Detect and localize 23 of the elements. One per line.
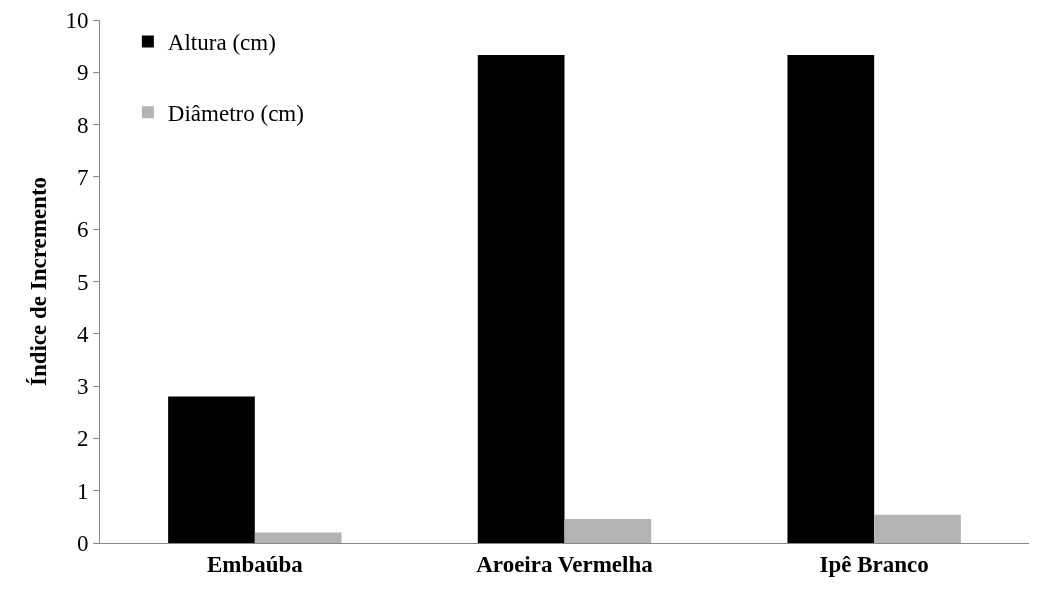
y-axis-title: Índice de Incremento	[25, 176, 51, 387]
x-tick-label: Ipê Branco	[819, 551, 929, 577]
legend-label: Diâmetro (cm)	[167, 101, 304, 127]
y-tick-label: 10	[65, 8, 89, 34]
bar	[254, 532, 342, 543]
y-tick-label: 0	[76, 531, 89, 557]
y-tick-label: 8	[76, 112, 89, 138]
bar	[564, 518, 652, 543]
bar	[168, 396, 255, 543]
legend-label: Altura (cm)	[167, 30, 276, 56]
y-tick-label: 2	[76, 426, 89, 452]
y-tick-label: 5	[76, 269, 89, 295]
y-tick-label: 4	[76, 321, 89, 347]
y-tick-label: 9	[76, 60, 89, 86]
bar	[787, 55, 875, 543]
x-tick-label: Embaúba	[206, 551, 304, 577]
bar	[477, 55, 565, 543]
bar	[874, 514, 961, 543]
y-tick-label: 6	[76, 217, 89, 243]
x-tick-label: Aroeira Vermelha	[476, 551, 654, 577]
y-tick-label: 7	[76, 164, 89, 190]
y-tick-label: 3	[76, 374, 89, 400]
y-tick-label: 1	[76, 478, 89, 504]
